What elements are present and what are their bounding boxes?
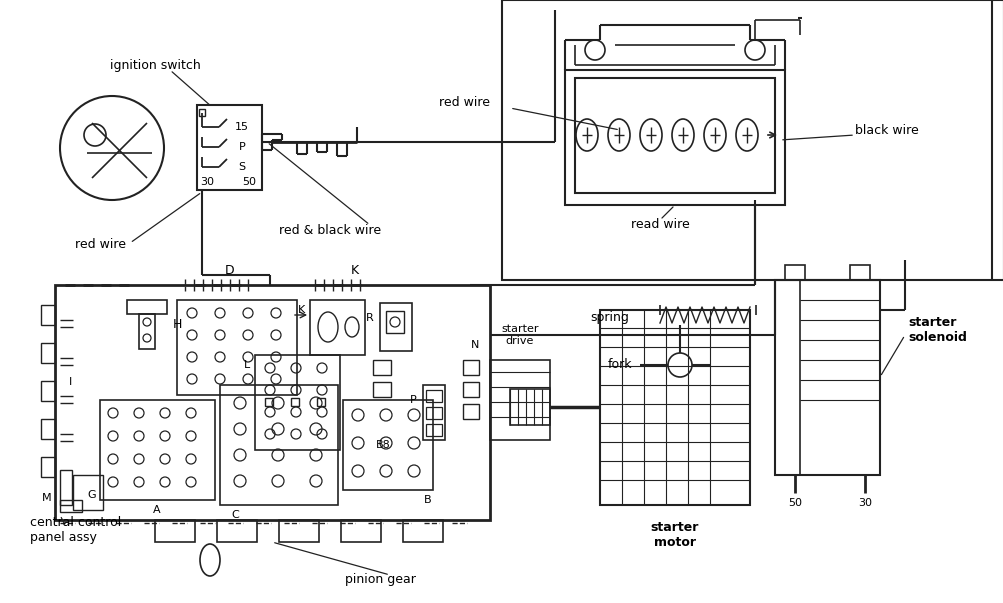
Bar [177, 300, 297, 395]
Bar [154, 520, 195, 542]
Text: pinion gear: pinion gear [344, 573, 415, 587]
Bar [422, 385, 444, 440]
Bar [199, 109, 205, 116]
Text: N: N [470, 340, 478, 350]
Bar [317, 398, 325, 406]
Text: G: G [87, 490, 96, 500]
Bar [373, 382, 390, 397]
Text: B: B [423, 495, 431, 505]
Text: R: R [366, 313, 373, 323]
Text: P: P [239, 142, 245, 152]
Text: starter
solenoid: starter solenoid [907, 316, 966, 344]
Bar [60, 470, 72, 505]
Bar [217, 520, 257, 542]
Text: P: P [409, 395, 416, 405]
Bar [341, 520, 380, 542]
Bar [310, 300, 365, 355]
Bar [502, 0, 1003, 280]
Bar [489, 360, 550, 440]
Bar [100, 400, 215, 500]
Text: D: D [225, 265, 235, 277]
Text: H: H [173, 318, 182, 332]
Bar [60, 500, 82, 512]
Text: red wire: red wire [75, 239, 125, 251]
Text: starter
motor: starter motor [650, 521, 698, 549]
Text: black wire: black wire [855, 124, 918, 136]
Text: fork: fork [607, 359, 632, 371]
Bar [462, 382, 478, 397]
Bar [575, 78, 774, 193]
Bar [510, 389, 550, 425]
Text: 50: 50 [787, 498, 801, 508]
Bar [197, 105, 262, 190]
Text: red wire: red wire [439, 96, 490, 110]
Bar [425, 407, 441, 419]
Bar [55, 285, 489, 520]
Text: ignition switch: ignition switch [110, 58, 201, 72]
Text: I: I [69, 377, 72, 387]
Text: S: S [238, 162, 246, 172]
Text: central control
panel assy: central control panel assy [30, 516, 121, 544]
Text: starter
drive: starter drive [500, 324, 539, 346]
Bar [600, 310, 749, 505]
Text: C: C [231, 510, 239, 520]
Bar [784, 265, 804, 280]
Bar [402, 520, 442, 542]
Bar [279, 520, 319, 542]
Text: A: A [153, 505, 160, 515]
Text: K: K [351, 265, 359, 277]
Bar [265, 398, 273, 406]
Bar [255, 355, 340, 450]
Text: read wire: read wire [630, 218, 689, 232]
Bar [41, 457, 55, 477]
Bar [379, 303, 411, 351]
Bar [41, 381, 55, 401]
Text: 30: 30 [858, 498, 872, 508]
Bar [343, 400, 432, 490]
Text: red & black wire: red & black wire [279, 224, 381, 236]
Bar [41, 305, 55, 325]
Text: 30: 30 [200, 177, 214, 187]
Text: L: L [244, 360, 250, 370]
Text: B8: B8 [375, 440, 390, 450]
Bar [425, 424, 441, 436]
Bar [126, 300, 166, 314]
Bar [73, 475, 103, 510]
Bar [220, 385, 338, 505]
Bar [385, 311, 403, 333]
Bar [425, 390, 441, 402]
Text: 15: 15 [235, 122, 249, 132]
Bar [774, 280, 879, 475]
Bar [41, 343, 55, 363]
Bar [462, 404, 478, 419]
Bar [291, 398, 299, 406]
Bar [41, 419, 55, 439]
Bar [565, 70, 784, 205]
Text: 50: 50 [242, 177, 256, 187]
Bar [850, 265, 870, 280]
Bar [373, 360, 390, 375]
Text: K: K [298, 305, 305, 315]
Bar [138, 314, 154, 349]
Text: M: M [42, 493, 52, 503]
Bar [462, 360, 478, 375]
Text: spring: spring [590, 312, 629, 324]
